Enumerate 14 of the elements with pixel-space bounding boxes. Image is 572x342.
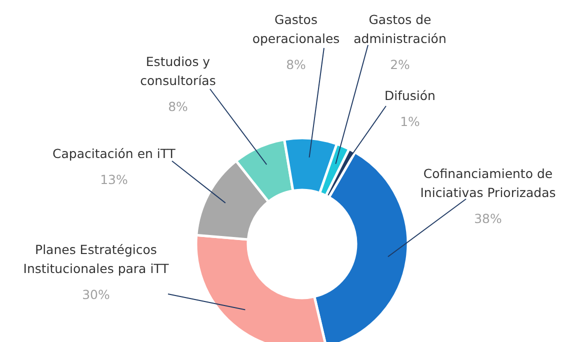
slice-label: Planes Estratégicos Institucionales para iTT <box>23 242 170 276</box>
slice-label: Gastos de administración <box>354 12 446 46</box>
slice-label: Cofinanciamiento de Iniciativas Priorizadas <box>420 166 556 200</box>
slice-label: Estudios y consultorías <box>140 54 216 88</box>
slice-label: Capacitación en iTT <box>52 146 176 161</box>
data-label: 38% <box>474 211 502 226</box>
data-label: 8% <box>168 99 188 114</box>
data-label: 30% <box>82 287 110 302</box>
slice-label: Gastos operacionales <box>252 12 340 46</box>
slice-label: Difusión <box>384 88 436 103</box>
data-label: 2% <box>390 57 410 72</box>
data-label: 8% <box>286 57 306 72</box>
data-label: 1% <box>400 114 420 129</box>
data-label: 13% <box>100 172 128 187</box>
